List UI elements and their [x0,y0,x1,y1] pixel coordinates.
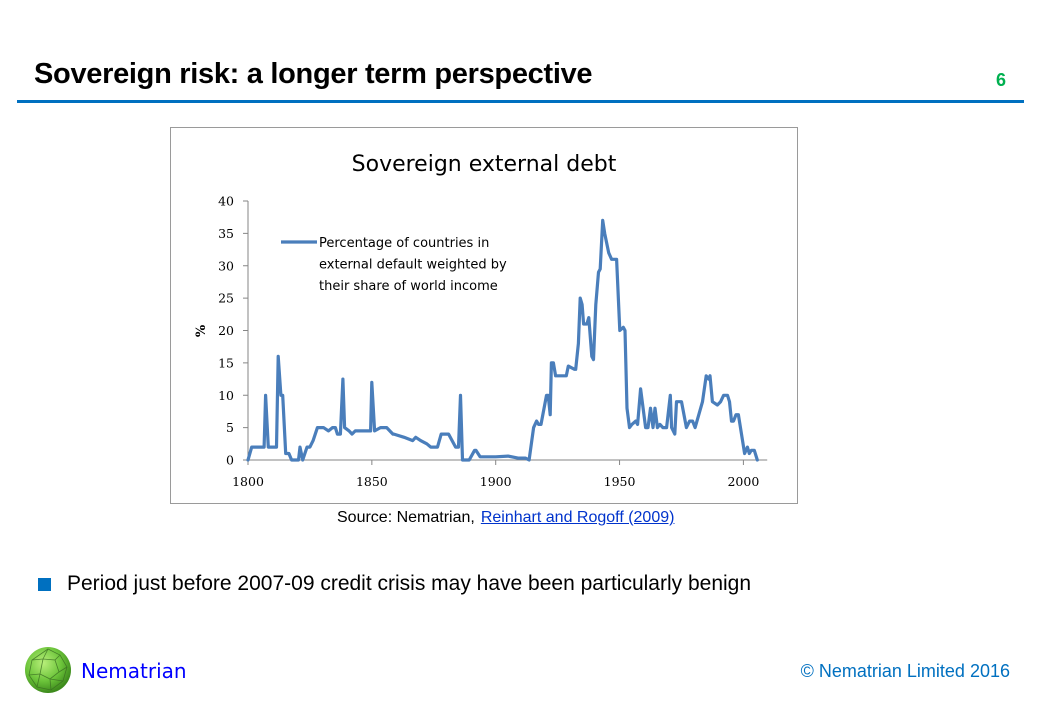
y-tick-label: 25 [218,291,234,306]
x-tick-label: 1950 [604,474,636,489]
chart-title: Sovereign external debt [352,152,617,177]
y-tick-label: 35 [218,226,234,241]
line-chart: Sovereign external debt 0 5 10 15 20 25 30 35 40… [194,128,768,489]
y-axis-label: % [194,324,209,337]
y-tick-label: 5 [226,420,234,435]
series-layer [246,128,760,462]
legend-label: their share of world income [319,279,498,294]
title-divider [17,100,1024,103]
copyright: © Nematrian Limited 2016 [800,661,1010,681]
brand-name: Nematrian [81,659,187,683]
y-tick-label: 0 [226,453,234,468]
x-tick-label: 1800 [232,474,264,489]
series-line [246,218,759,462]
x-tick-label: 1850 [356,474,388,489]
legend-label: Percentage of countries in [319,236,489,251]
x-tick-label: 1900 [480,474,512,489]
source-note: Source: Nematrian, Reinhart and Rogoff (2… [337,509,674,527]
nematrian-logo-icon [25,647,71,693]
chart-frame: Sovereign external debt 0 5 10 15 20 25 30 35 40… [170,127,798,504]
y-tick-label: 20 [218,323,234,338]
source-prefix: Source: Nematrian, [337,509,475,526]
y-tick-label: 10 [218,388,234,403]
bullet-square-icon [38,577,51,591]
y-tick-label: 30 [218,258,234,273]
x-axis: 1800 1850 1900 1950 2000 [232,459,768,489]
x-tick-label: 2000 [727,474,759,489]
legend: Percentage of countries in external defau… [281,236,507,294]
y-tick-label: 15 [218,355,234,370]
y-axis: 0 5 10 15 20 25 30 35 40 [218,194,249,468]
slide-title: Sovereign risk: a longer term perspectiv… [34,58,593,90]
y-tick-label: 40 [218,194,234,209]
bullet-text: Period just before 2007-09 credit crisis… [67,572,752,595]
bullet-item: Period just before 2007-09 credit crisis… [38,572,751,596]
slide-number: 6 [995,70,1006,90]
legend-label: external default weighted by [319,258,507,273]
source-link[interactable]: Reinhart and Rogoff (2009) [480,509,675,526]
